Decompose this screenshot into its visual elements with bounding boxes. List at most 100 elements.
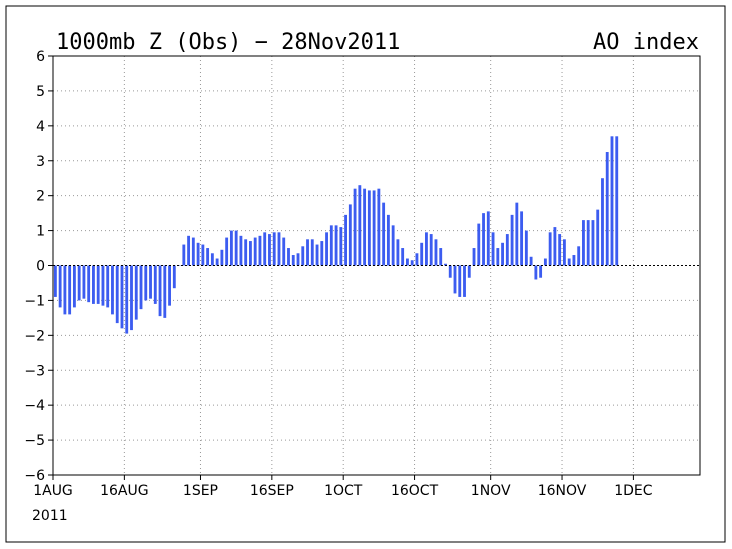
bar (68, 265, 72, 315)
bar (463, 265, 466, 297)
bar (382, 202, 386, 266)
bar (510, 214, 514, 266)
y-axis: 6 5 4 3 2 1 0 −1 −2 −3 −4 −5 −6 (24, 49, 53, 484)
bar (263, 232, 267, 266)
bar (315, 244, 319, 266)
bar (53, 265, 57, 297)
bar (282, 237, 286, 266)
bar (591, 220, 595, 266)
bar (287, 248, 290, 266)
bar (139, 265, 143, 310)
bar (477, 223, 481, 266)
x-tick-label: 16AUG (100, 483, 149, 499)
bar (210, 253, 214, 266)
bar (120, 265, 124, 329)
x-tick-label: 16OCT (391, 483, 439, 499)
bar (425, 232, 428, 266)
bar (524, 230, 528, 266)
bar (58, 265, 62, 308)
bar (191, 237, 195, 266)
bar (101, 265, 105, 306)
x-tick-label: 1AUG (33, 483, 73, 499)
bar (577, 246, 581, 266)
chart-title-right: AO index (593, 30, 699, 55)
bar (172, 265, 176, 289)
bar (144, 265, 148, 301)
bar (562, 239, 566, 266)
y-tick-label: −1 (24, 293, 45, 309)
bar (543, 258, 547, 266)
y-tick-label: 6 (36, 49, 45, 65)
bar (558, 234, 562, 266)
x-tick-label: 1NOV (471, 483, 511, 499)
bar (486, 211, 490, 266)
bar (439, 248, 443, 266)
bar (586, 220, 590, 266)
bar (363, 188, 367, 266)
x-tick-label: 1OCT (324, 483, 363, 499)
bar (196, 242, 200, 266)
bar (453, 265, 457, 294)
bar (406, 258, 409, 266)
bar (386, 214, 390, 266)
y-tick-label: 2 (36, 189, 45, 205)
bar (472, 248, 476, 266)
bar (106, 265, 110, 308)
bar (187, 235, 191, 266)
bar (115, 265, 119, 324)
bar (63, 265, 67, 315)
bar (272, 232, 276, 266)
bar (296, 253, 300, 266)
x-tick-label: 16NOV (538, 483, 587, 499)
bar (444, 263, 447, 266)
y-tick-label: 1 (36, 224, 45, 240)
bar (320, 241, 324, 266)
bar (182, 244, 186, 266)
bar (220, 249, 224, 266)
bar (301, 246, 305, 266)
bar (334, 225, 338, 266)
y-tick-label: −3 (24, 363, 45, 379)
bar (344, 214, 347, 266)
bar (130, 265, 133, 331)
y-tick-label: −4 (24, 398, 45, 414)
bar (482, 213, 485, 266)
bar (515, 202, 519, 266)
bar (391, 225, 395, 266)
bar (548, 232, 552, 266)
bar (249, 241, 252, 266)
x-tick-label: 16SEP (250, 483, 294, 499)
y-tick-label: 3 (36, 154, 45, 170)
y-tick-label: −2 (24, 328, 45, 344)
bar (168, 265, 171, 306)
bar (458, 265, 462, 297)
bar (153, 265, 157, 304)
bar (601, 178, 604, 266)
y-tick-label: −5 (24, 433, 45, 449)
bar (201, 244, 205, 266)
bar (410, 260, 414, 266)
bar (429, 234, 433, 266)
bar (539, 265, 543, 278)
bar (358, 185, 362, 266)
bar (496, 248, 500, 266)
bar (325, 232, 328, 266)
bar (125, 265, 129, 334)
bar (501, 242, 504, 266)
bars (53, 136, 619, 334)
bar (234, 230, 238, 266)
bar (277, 232, 281, 266)
bar (467, 265, 471, 278)
bar (367, 190, 371, 266)
bar (82, 265, 86, 299)
bar (229, 230, 233, 266)
bar (348, 204, 352, 266)
bar (87, 265, 91, 303)
bar (134, 265, 138, 320)
bar (377, 188, 381, 266)
x-tick-label: 1DEC (614, 483, 653, 499)
bar (215, 258, 219, 266)
bar (353, 188, 357, 266)
bar (401, 248, 405, 266)
bar (582, 220, 585, 266)
